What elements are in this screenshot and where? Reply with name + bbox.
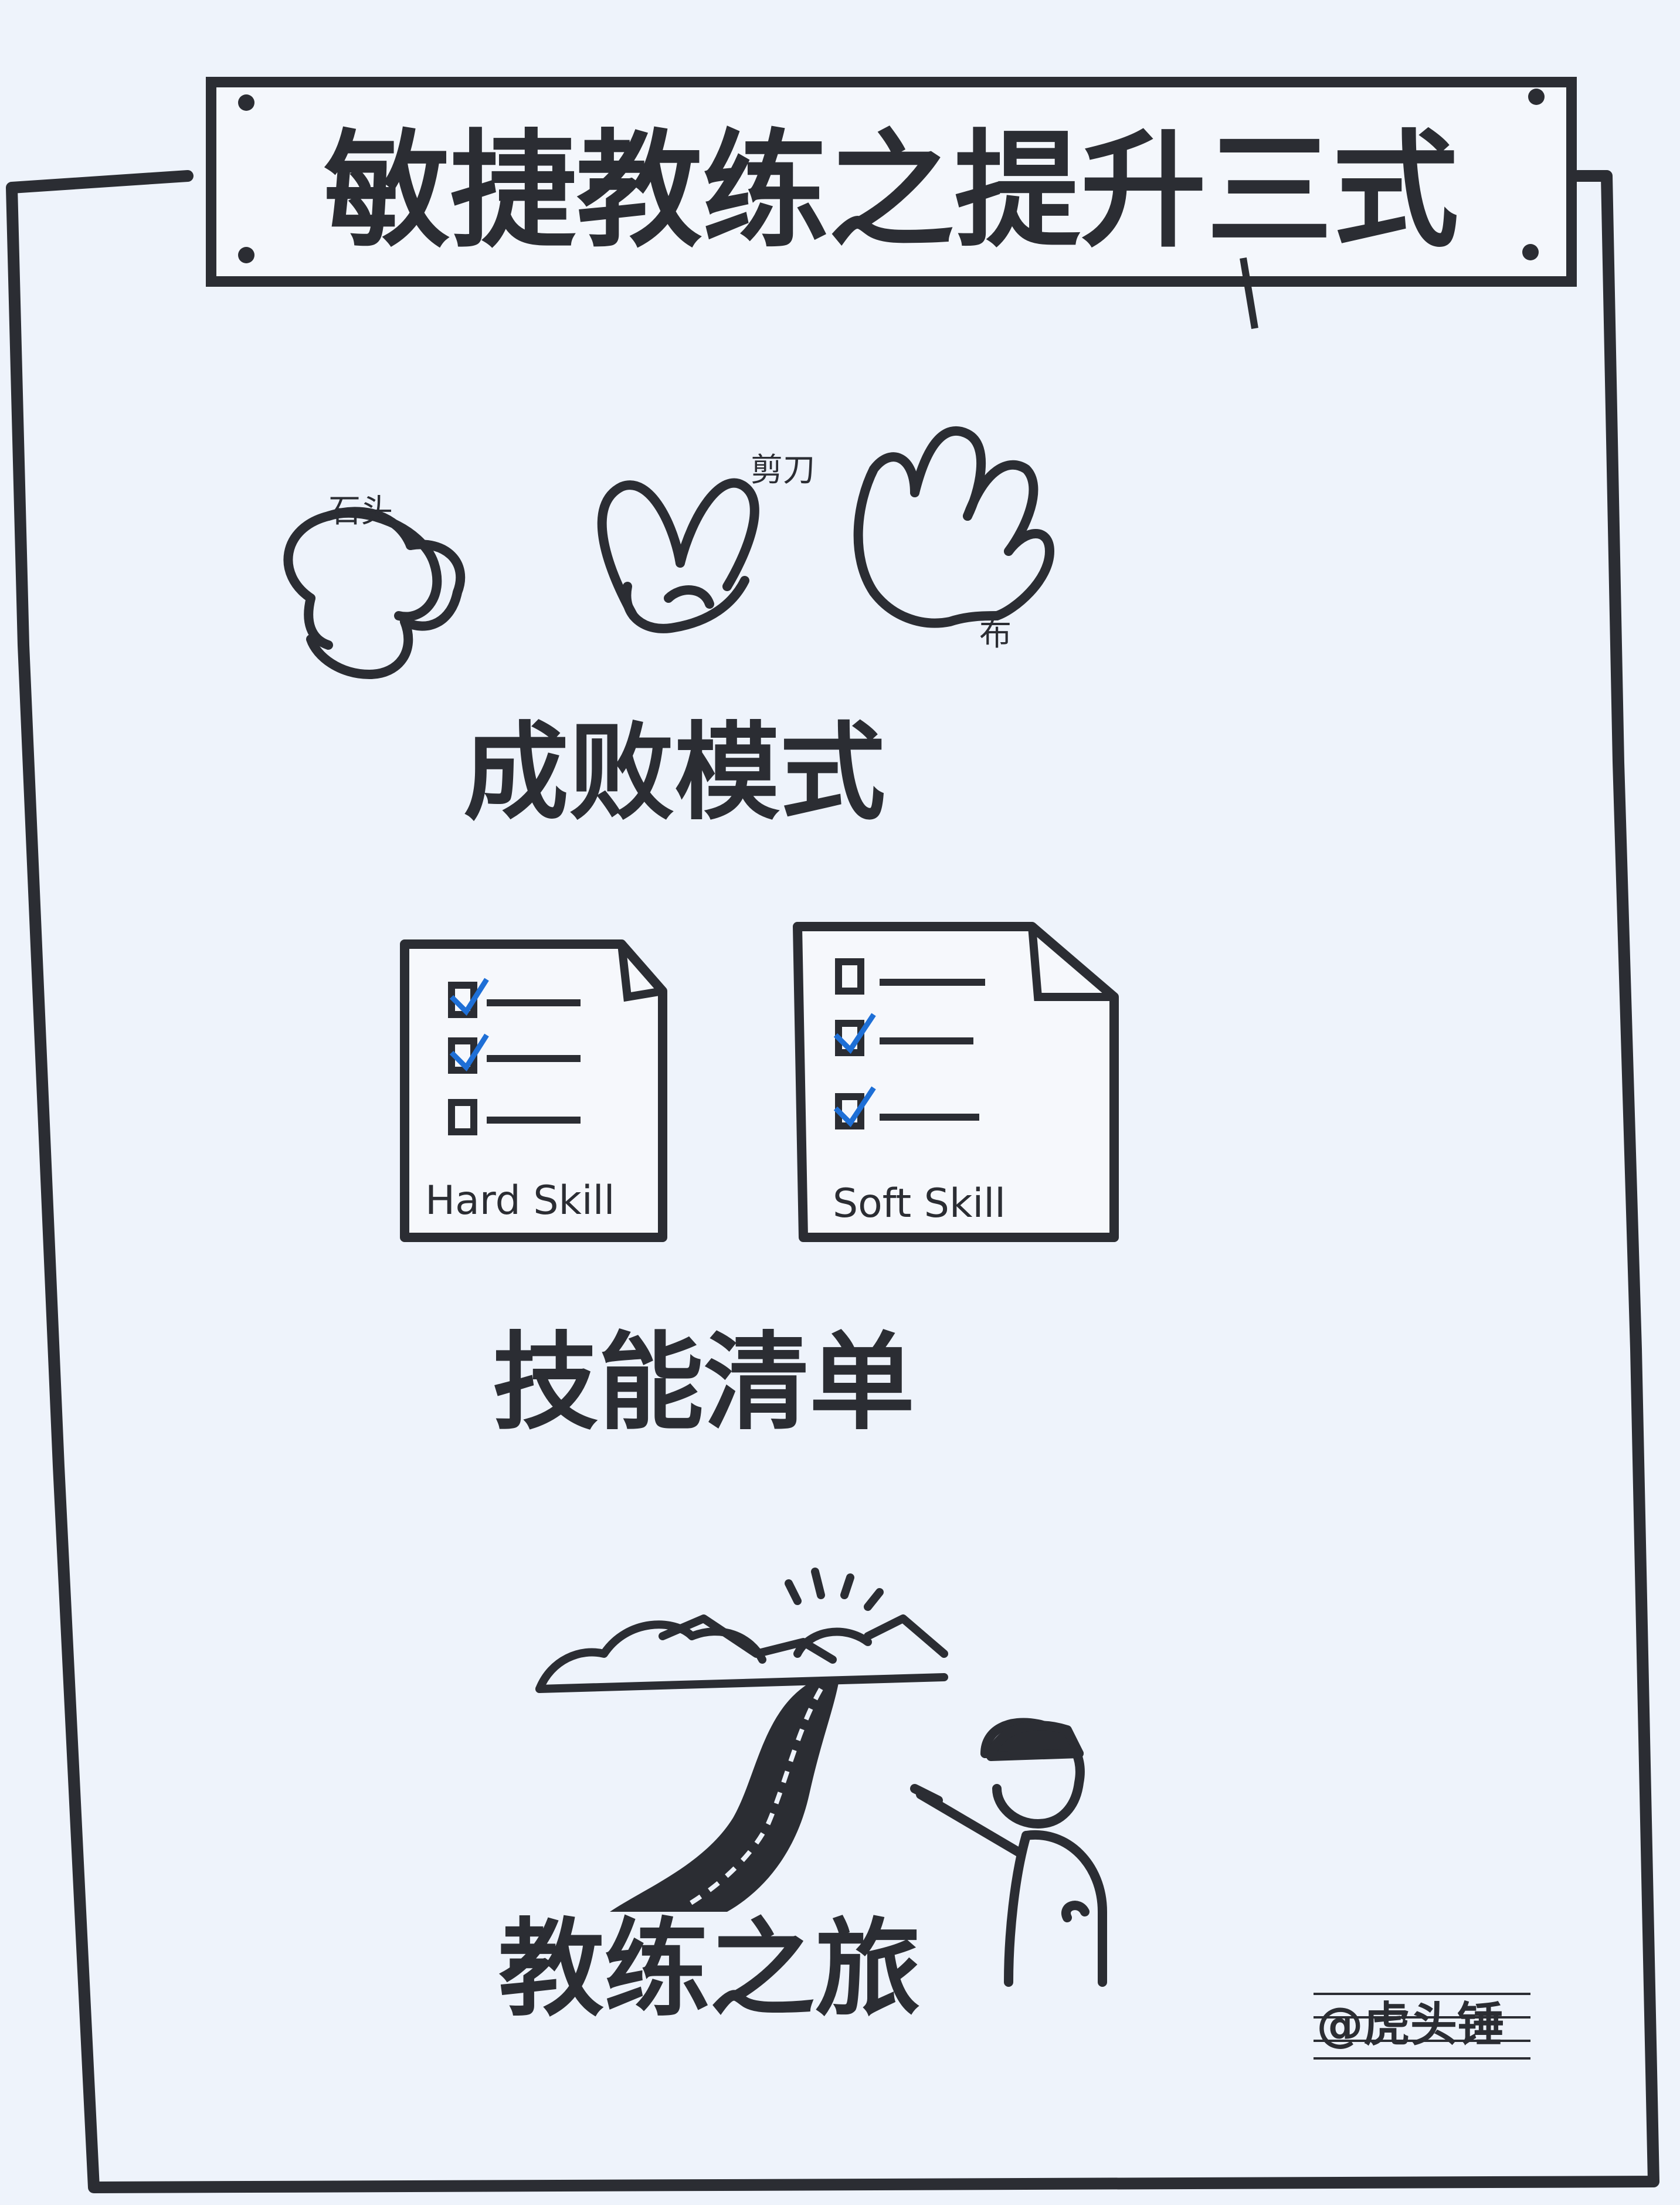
page-title: 敏捷教练之提升三式 (324, 116, 1459, 264)
coach-figure-icon (910, 1718, 1107, 1987)
section-heading-journey: 教练之旅 (498, 1907, 921, 2031)
signature-stamp: @虎头锤 (1314, 1993, 1530, 2060)
paper-hand-icon (853, 426, 1055, 628)
scissors-hand-icon (597, 478, 759, 633)
soft-skill-label: Soft Skill (833, 1180, 1006, 1227)
checklist-row (448, 1033, 581, 1074)
section-heading-skills: 技能清单 (493, 1321, 915, 1444)
scissors-label: 剪刀 (751, 451, 815, 489)
rock-label: 石头 (328, 492, 393, 530)
road-icon (610, 1683, 839, 1912)
hard-skill-card: Hard Skill (400, 939, 667, 1242)
checklist-row (835, 958, 985, 995)
signature-text: @虎头锤 (1316, 1997, 1504, 2052)
checklist-row (833, 1013, 973, 1056)
checklist-row (448, 978, 581, 1018)
paper-label: 布 (979, 615, 1012, 653)
hard-skill-label: Hard Skill (425, 1178, 615, 1224)
checklist-row (448, 1099, 581, 1135)
mountain-landscape-icon (535, 1568, 948, 1693)
title-banner: 敏捷教练之提升三式 (206, 77, 1577, 329)
rock-hand-icon (283, 507, 466, 680)
outer-frame (6, 170, 1659, 2193)
section-heading-patterns: 成败模式 (463, 711, 885, 834)
soft-skill-card: Soft Skill (793, 922, 1119, 1242)
checklist-row (833, 1086, 979, 1129)
